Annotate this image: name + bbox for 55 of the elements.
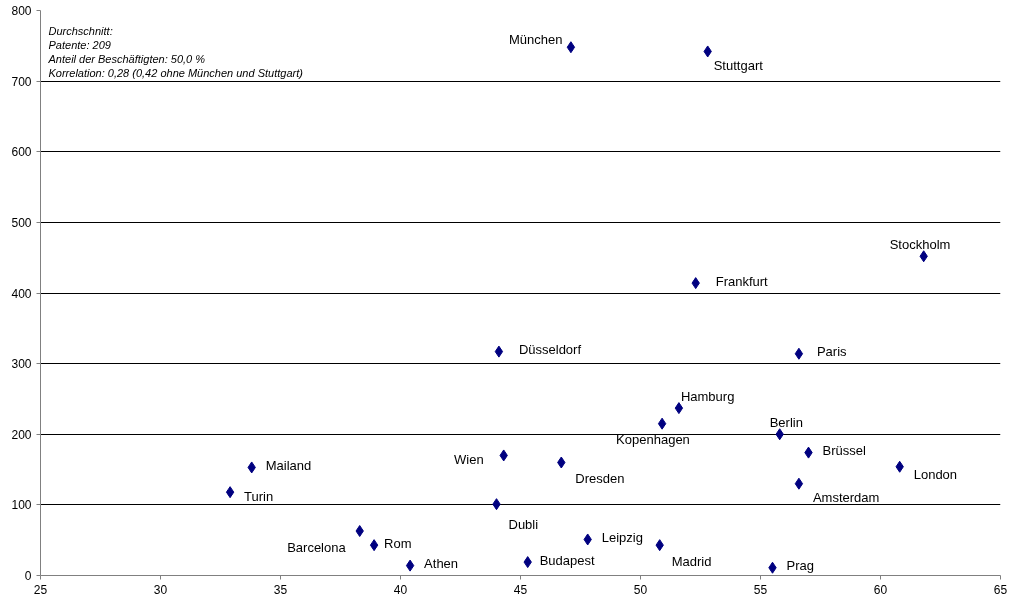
y-tick-label: 200 <box>11 427 32 442</box>
x-tick-label: 25 <box>33 582 48 597</box>
point <box>657 417 667 430</box>
annotation: Leipzig <box>601 529 643 545</box>
annotation: Korrelation: 0,28 (0,42 ohne München und Stuttgart) <box>48 66 304 79</box>
point <box>566 41 576 54</box>
x-tick-label: 35 <box>273 582 288 597</box>
annotation: Paris <box>816 344 848 360</box>
annotation: Patente: 209 <box>48 38 111 51</box>
y-tick-label: 400 <box>11 286 32 301</box>
annotation: Rom <box>384 535 412 551</box>
annotation: Brüssel <box>822 443 866 459</box>
annotation: Turin <box>244 488 274 504</box>
y-tick-label: 700 <box>11 74 32 89</box>
y-tick-label: 0 <box>24 569 32 583</box>
point <box>405 559 415 572</box>
annotation: Dubli <box>508 516 539 532</box>
x-tick-label: 40 <box>393 582 408 597</box>
point <box>794 347 804 360</box>
y-tick-label: 500 <box>11 215 32 230</box>
point <box>369 539 379 552</box>
point <box>494 345 504 358</box>
y-tick-label: 600 <box>11 145 32 160</box>
y-tick-label: 300 <box>11 357 32 372</box>
annotation: Athen <box>424 556 459 572</box>
annotation: Wien <box>454 451 484 467</box>
annotation: Amsterdam <box>812 490 880 506</box>
annotation: Budapest <box>539 552 596 568</box>
annotation: Hamburg <box>680 388 735 404</box>
x-tick-label: 45 <box>513 582 528 597</box>
annotation: Frankfurt <box>715 273 769 289</box>
x-tick-label: 55 <box>753 582 768 597</box>
x-tick-label: 60 <box>873 582 888 597</box>
y-tick-label: 800 <box>11 4 32 18</box>
y-tick-label: 100 <box>11 498 32 513</box>
annotation: Kopenhagen <box>616 432 690 448</box>
annotation: Barcelona <box>287 539 347 555</box>
annotation: Berlin <box>769 414 803 430</box>
point <box>225 486 235 499</box>
annotation: Mailand <box>265 457 312 473</box>
annotation: London <box>913 467 958 483</box>
annotation: Prag <box>786 558 814 574</box>
point <box>674 402 684 415</box>
annotation: Stuttgart <box>713 57 764 73</box>
annotation: Madrid <box>671 553 712 569</box>
annotation: Düsseldorf <box>518 342 582 358</box>
x-tick-label: 30 <box>153 582 168 597</box>
annotation: München <box>508 31 563 47</box>
x-tick-label: 65 <box>993 582 1008 597</box>
annotation: Durchschnitt: <box>48 24 113 37</box>
x-tick-label: 50 <box>633 582 648 597</box>
annotation: Anteil der Beschäftigten: 50,0 % <box>47 52 206 65</box>
annotation: Dresden <box>575 471 625 486</box>
point <box>794 477 804 490</box>
annotation: Stockholm <box>889 236 951 252</box>
